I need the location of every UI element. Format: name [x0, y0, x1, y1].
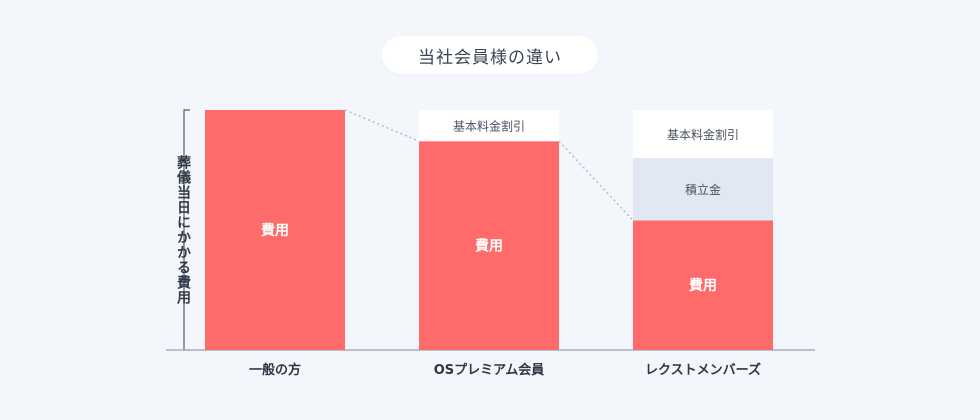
segment-label-0-0: 費用: [261, 222, 289, 239]
bar-segment-cost-2: [633, 220, 773, 350]
connector-line-0: [344, 109, 420, 142]
bar-segment-discount-2: [633, 110, 773, 158]
segment-label-1-0: 費用: [475, 238, 503, 255]
segment-label-2-1: 積立金: [685, 182, 721, 197]
segment-label-2-0: 費用: [689, 277, 717, 294]
category-label-1: OSプレミアム会員: [434, 362, 545, 378]
connector-line-1: [558, 140, 634, 221]
chart-title: 当社会員様の違い: [382, 36, 598, 74]
bar-segment-cost-0: [205, 110, 345, 350]
bar-segment-cost-1: [419, 141, 559, 350]
y-axis-label: 葬儀当日にかかる費用: [175, 155, 191, 305]
category-label-0: 一般の方: [249, 362, 301, 378]
segment-label-2-2: 基本料金割引: [667, 127, 739, 142]
bar-segment-savings-2: [633, 158, 773, 221]
y-axis-label-wrap: 葬儀当日にかかる費用: [168, 110, 198, 350]
segment-label-1-2: 基本料金割引: [453, 119, 525, 134]
bar-segment-discount-1: [419, 110, 559, 142]
category-label-2: レクストメンバーズ: [645, 362, 761, 378]
